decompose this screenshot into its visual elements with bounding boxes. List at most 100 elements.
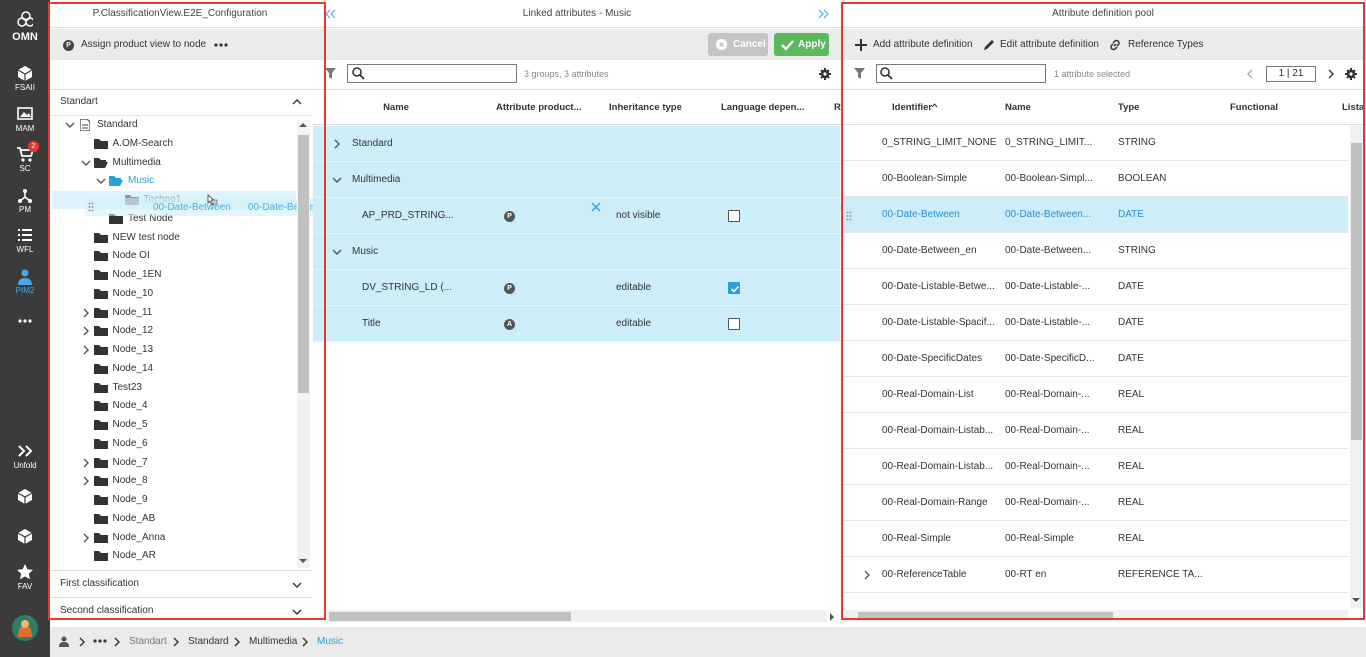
breadcrumb-item[interactable]: Standard — [188, 636, 229, 647]
tree-label: Node_AR — [112, 550, 156, 562]
column-header[interactable]: Lista — [1342, 102, 1365, 113]
tree-folder-open — [109, 175, 123, 187]
assign-action[interactable]: Assign product view to node — [81, 39, 207, 50]
tree-scroll-thumb[interactable] — [298, 135, 309, 393]
breadcrumb-item[interactable]: Standart — [129, 636, 167, 647]
settings-icon[interactable] — [1345, 68, 1357, 80]
attribute-row[interactable] — [313, 270, 840, 306]
attribute-badge: A — [504, 319, 515, 330]
definition-row[interactable] — [843, 521, 1348, 557]
attribute-name: Title — [362, 318, 381, 329]
right-vscroll-thumb[interactable] — [1351, 143, 1362, 440]
breadcrumb-item[interactable]: Music — [317, 636, 344, 647]
attribute-row[interactable] — [313, 306, 840, 342]
sidebar-label: PIM2 — [15, 286, 35, 295]
breadcrumb-item[interactable]: Multimedia — [249, 636, 298, 647]
toolbar-action[interactable]: Add attribute definition — [873, 39, 973, 50]
cancel-button[interactable] — [708, 33, 768, 56]
toolbar-action[interactable]: Reference Types — [1128, 39, 1204, 50]
sidebar-icon-graphic — [18, 229, 32, 241]
name-cell: 00-Date-Between... — [1005, 245, 1092, 256]
highlight-outline — [48, 2, 326, 620]
group-toggle-graphic — [332, 177, 342, 183]
search-input[interactable] — [347, 64, 517, 83]
type-cell: REFERENCE TA... — [1118, 569, 1203, 580]
language-checkbox[interactable] — [728, 318, 740, 330]
tree-label: A.OM-Search — [112, 137, 174, 149]
tree-label: Node_13 — [112, 344, 154, 355]
group-label: Standard — [352, 138, 393, 149]
section-expand-graphic — [292, 582, 302, 588]
definition-row[interactable] — [843, 269, 1348, 305]
sidebar-label: Unfold — [13, 461, 37, 470]
toolbar-more[interactable] — [214, 42, 228, 48]
definition-row[interactable] — [843, 233, 1348, 269]
tree-folder — [93, 138, 108, 150]
definition-row[interactable] — [843, 377, 1348, 413]
language-checkbox[interactable] — [728, 282, 740, 294]
filter-icon-graphic — [325, 68, 336, 79]
tree-folder-graphic — [93, 438, 108, 449]
settings-icon[interactable] — [819, 68, 831, 80]
tree-label: Node_14 — [112, 362, 154, 374]
right-header — [840, 0, 1366, 28]
section-header[interactable]: Standart — [60, 96, 98, 107]
tree-toggle — [65, 120, 75, 130]
column-header[interactable]: Functional — [1230, 102, 1279, 113]
group-row[interactable] — [313, 162, 840, 198]
column-header[interactable]: Type — [1118, 102, 1140, 113]
definition-row[interactable] — [843, 161, 1348, 197]
definition-row[interactable] — [843, 449, 1348, 485]
middle-hscroll-thumb[interactable] — [329, 612, 571, 621]
attribute-row[interactable] — [313, 198, 840, 234]
language-checkbox[interactable] — [728, 210, 740, 222]
tree-root-icon-graphic — [80, 119, 90, 131]
type-cell: STRING — [1118, 137, 1156, 148]
sidebar-icon — [17, 188, 33, 205]
breadcrumb-separator-graphic — [234, 637, 240, 647]
tree-label: Node_10 — [112, 287, 154, 299]
tree-folder-graphic — [93, 288, 108, 299]
group-toggle — [332, 247, 342, 257]
inheritance-type: editable — [616, 318, 652, 329]
type-cell: STRING — [1118, 245, 1156, 256]
group-row[interactable] — [313, 126, 840, 162]
breadcrumb-separator-graphic — [114, 637, 120, 647]
user-avatar[interactable] — [12, 615, 38, 641]
definition-row[interactable] — [843, 413, 1348, 449]
pager-next — [1327, 69, 1335, 79]
tree-toggle — [96, 176, 106, 186]
selection-summary: 1 attribute selected — [1054, 69, 1131, 79]
sidebar-cube — [17, 528, 33, 545]
action-icon — [983, 39, 995, 51]
right-hscroll-thumb[interactable] — [858, 612, 1113, 620]
sidebar-label: FAV — [17, 582, 33, 591]
right-toolbar — [840, 29, 1366, 60]
right-column-header — [840, 90, 1366, 125]
definition-row[interactable] — [843, 197, 1348, 233]
definition-row[interactable] — [843, 557, 1348, 593]
sort-indicator-graphic — [931, 103, 938, 108]
apply-icon — [781, 39, 794, 51]
classification-section[interactable]: Second classification — [60, 605, 154, 616]
column-header[interactable]: Name — [1005, 102, 1031, 113]
apply-button[interactable] — [774, 33, 829, 56]
column-header[interactable]: Identifier — [892, 102, 933, 113]
type-cell: REAL — [1118, 461, 1145, 472]
definition-row[interactable] — [843, 341, 1348, 377]
left-title: P.ClassificationView.E2E_Configuration — [92, 8, 268, 19]
tree-folder — [93, 419, 108, 431]
definition-row[interactable] — [843, 485, 1348, 521]
drag-handle — [88, 202, 94, 212]
pager-box[interactable]: 1 | 21 — [1266, 66, 1316, 82]
group-row[interactable] — [313, 234, 840, 270]
tree-label: Standard — [97, 119, 138, 130]
definition-row[interactable] — [843, 125, 1348, 161]
scroll-down-graphic — [299, 559, 307, 563]
toolbar-action[interactable]: Edit attribute definition — [1000, 39, 1099, 50]
definition-row[interactable] — [843, 305, 1348, 341]
search-input[interactable] — [876, 64, 1046, 83]
middle-search-row — [313, 60, 840, 90]
collapse-right-graphic — [818, 9, 829, 19]
classification-section[interactable]: First classification — [60, 578, 139, 589]
